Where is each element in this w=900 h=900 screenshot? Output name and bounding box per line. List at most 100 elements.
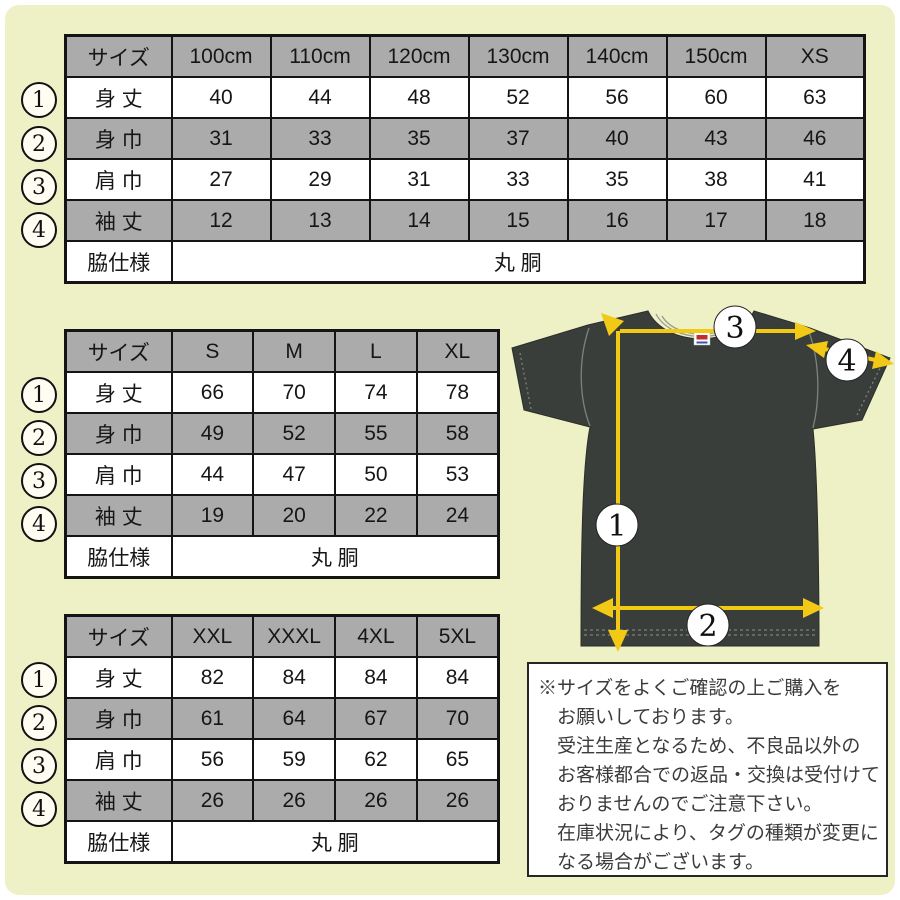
table-row: 身 丈 66 70 74 78 <box>64 371 500 414</box>
table-cell: 40 <box>566 117 668 160</box>
table-row: 袖 丈 12 13 14 15 16 17 18 <box>64 199 866 242</box>
marker-3: 3 <box>713 305 757 349</box>
row-label: 身 丈 <box>64 371 173 414</box>
column-header: M <box>252 329 336 373</box>
row-label: 身 丈 <box>64 76 173 119</box>
table-cell: 41 <box>764 158 866 201</box>
column-header: 5XL <box>415 614 500 658</box>
table-cell: 52 <box>252 412 336 455</box>
circled-number-4: 4 <box>21 791 57 827</box>
row-label: 袖 丈 <box>64 199 173 242</box>
table-row: 身 丈 40 44 48 52 56 60 63 <box>64 76 866 119</box>
table-cell: 20 <box>252 494 336 537</box>
table-cell: 43 <box>665 117 767 160</box>
table-row: 袖 丈 19 20 22 24 <box>64 494 500 537</box>
table-cell: 44 <box>170 453 255 496</box>
svg-text:1: 1 <box>607 509 626 544</box>
notice-line: なる場合がございます。 <box>557 852 765 873</box>
table-cell: 29 <box>269 158 371 201</box>
circled-number-3: 3 <box>21 169 57 205</box>
diagram-markers: 3 4 1 2 <box>595 305 869 647</box>
notice-line: おりませんのでご注意下さい。 <box>557 794 823 815</box>
table-cell: 53 <box>415 453 500 496</box>
table-cell-merged: 丸 胴 <box>170 535 500 579</box>
table-cell: 19 <box>170 494 255 537</box>
table-cell: 38 <box>665 158 767 201</box>
table-cell: 26 <box>334 779 418 822</box>
column-header: XL <box>415 329 500 373</box>
svg-text:2: 2 <box>698 609 717 644</box>
circled-number-4: 4 <box>21 212 57 248</box>
column-header: 4XL <box>334 614 418 658</box>
kids-size-table: サイズ 100cm 110cm 120cm 130cm 140cm 150cm … <box>64 34 866 284</box>
table-row: 身 丈 82 84 84 84 <box>64 656 500 699</box>
row-label: 肩 巾 <box>64 453 173 496</box>
column-header: 150cm <box>665 34 767 78</box>
table-cell: 12 <box>170 199 272 242</box>
row-label: 肩 巾 <box>64 738 173 781</box>
marker-1: 1 <box>595 503 639 547</box>
table-cell: 14 <box>368 199 470 242</box>
row-label: 脇仕様 <box>64 535 173 579</box>
table-cell: 56 <box>170 738 255 781</box>
circled-number-2: 2 <box>21 420 57 456</box>
table-cell: 26 <box>252 779 336 822</box>
table-cell: 56 <box>566 76 668 119</box>
row-label: 身 巾 <box>64 117 173 160</box>
row-label: 肩 巾 <box>64 158 173 201</box>
table-cell: 40 <box>170 76 272 119</box>
marker-4: 4 <box>825 338 869 382</box>
circled-number-4: 4 <box>21 506 57 542</box>
table-cell: 84 <box>334 656 418 699</box>
row-label: 身 丈 <box>64 656 173 699</box>
row-label: 身 巾 <box>64 697 173 740</box>
circled-number-1: 1 <box>21 662 57 698</box>
svg-text:3: 3 <box>725 311 744 346</box>
table-cell: 33 <box>269 117 371 160</box>
table-cell: 31 <box>170 117 272 160</box>
table-row: 肩 巾 27 29 31 33 35 38 41 <box>64 158 866 201</box>
column-header: 100cm <box>170 34 272 78</box>
circled-number-2: 2 <box>21 126 57 162</box>
circled-number-2: 2 <box>21 705 57 741</box>
size-header-cell: サイズ <box>64 614 173 658</box>
row-label: 脇仕様 <box>64 820 173 864</box>
table-cell: 49 <box>170 412 255 455</box>
table-cell: 58 <box>415 412 500 455</box>
column-header: 140cm <box>566 34 668 78</box>
table-cell: 22 <box>334 494 418 537</box>
table-footer-row: 脇仕様 丸 胴 <box>64 535 500 579</box>
row-label: 身 巾 <box>64 412 173 455</box>
column-header: 120cm <box>368 34 470 78</box>
tshirt-measurement-diagram: 3 4 1 2 <box>511 305 894 652</box>
table-cell: 78 <box>415 371 500 414</box>
table-cell: 26 <box>170 779 255 822</box>
table-cell: 62 <box>334 738 418 781</box>
column-header: XXXL <box>252 614 336 658</box>
table-header-row: サイズ XXL XXXL 4XL 5XL <box>64 614 500 658</box>
table-cell: 33 <box>467 158 569 201</box>
column-header: L <box>334 329 418 373</box>
table-cell: 55 <box>334 412 418 455</box>
table-row: 肩 巾 44 47 50 53 <box>64 453 500 496</box>
shoulder-width-arrow <box>601 313 816 340</box>
table-row: 身 巾 61 64 67 70 <box>64 697 500 740</box>
table-cell: 61 <box>170 697 255 740</box>
neck-tag <box>693 331 711 346</box>
notice-line: お客様都合での返品・交換は受付けて <box>557 765 881 786</box>
table-cell: 82 <box>170 656 255 699</box>
table-cell: 47 <box>252 453 336 496</box>
table-cell: 44 <box>269 76 371 119</box>
marker-2: 2 <box>686 603 730 647</box>
table-cell: 67 <box>334 697 418 740</box>
circled-number-1: 1 <box>21 82 57 118</box>
table-cell: 46 <box>764 117 866 160</box>
table-cell: 63 <box>764 76 866 119</box>
table-cell: 65 <box>415 738 500 781</box>
column-header: 110cm <box>269 34 371 78</box>
table-cell: 35 <box>368 117 470 160</box>
notice-line: 在庫状況により、タグの種類が変更に <box>557 823 879 844</box>
table-cell: 27 <box>170 158 272 201</box>
table-cell: 74 <box>334 371 418 414</box>
table-cell-merged: 丸 胴 <box>170 820 500 864</box>
